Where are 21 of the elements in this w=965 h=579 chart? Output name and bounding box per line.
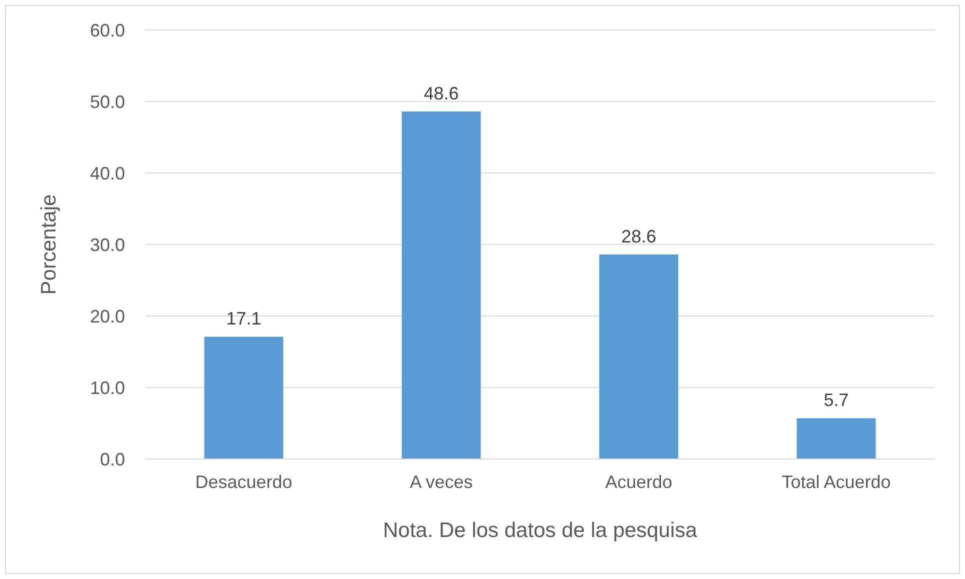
x-tick-label: A veces bbox=[410, 472, 473, 492]
y-axis-title: Porcentaje bbox=[37, 194, 60, 295]
bar bbox=[402, 112, 481, 459]
x-tick-label: Acuerdo bbox=[605, 472, 672, 492]
data-label: 17.1 bbox=[226, 308, 262, 329]
y-tick-label: 50.0 bbox=[90, 92, 125, 112]
bar bbox=[599, 254, 678, 459]
data-label: 28.6 bbox=[621, 226, 656, 247]
y-tick-label: 10.0 bbox=[90, 378, 125, 398]
x-tick-label: Desacuerdo bbox=[195, 472, 292, 492]
y-tick-label: 0.0 bbox=[100, 449, 125, 470]
y-tick-label: 30.0 bbox=[90, 234, 125, 255]
y-tick-label: 20.0 bbox=[90, 306, 125, 326]
x-axis-title: Nota. De los datos de la pesquisa bbox=[382, 519, 698, 542]
bar bbox=[204, 336, 284, 459]
bar bbox=[796, 418, 876, 459]
x-tick-label: Total Acuerdo bbox=[782, 472, 891, 492]
data-label: 5.7 bbox=[824, 390, 849, 410]
y-tick-label: 40.0 bbox=[90, 163, 125, 184]
data-label: 48.6 bbox=[424, 84, 459, 104]
y-tick-label: 60.0 bbox=[90, 20, 125, 40]
